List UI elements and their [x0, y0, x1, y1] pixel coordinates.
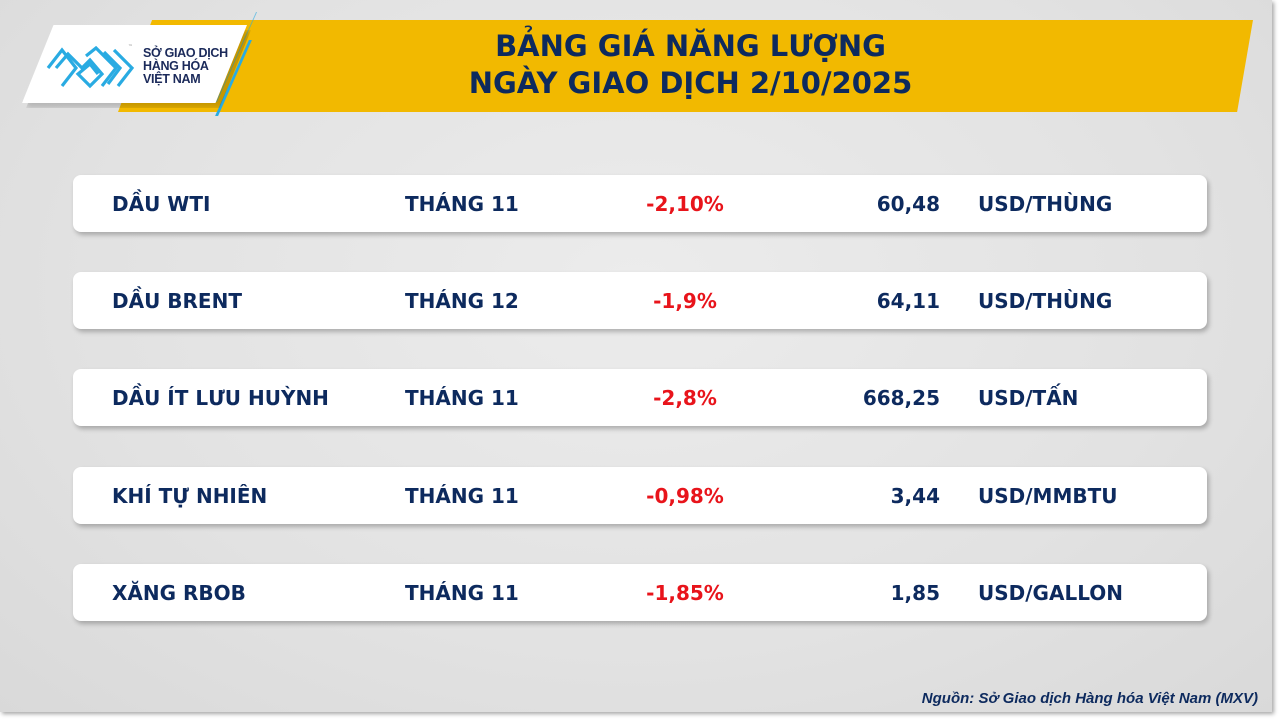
price-value: 1,85	[890, 580, 940, 605]
commodity-name: XĂNG RBOB	[112, 580, 246, 605]
contract-month: THÁNG 11	[405, 483, 519, 508]
percent-change: -1,9%	[653, 289, 717, 314]
commodity-name: KHÍ TỰ NHIÊN	[112, 483, 268, 508]
percent-change: -1,85%	[646, 580, 724, 605]
price-unit: USD/THÙNG	[978, 192, 1113, 216]
contract-month: THÁNG 11	[405, 192, 519, 216]
price-row: KHÍ TỰ NHIÊN THÁNG 11 -0,98% 3,44 USD/MMBTU	[73, 466, 1207, 524]
title-line-2: NGÀY GIAO DỊCH 2/10/2025	[468, 66, 913, 100]
price-value: 60,48	[876, 192, 940, 216]
price-row: XĂNG RBOB THÁNG 11 -1,85% 1,85 USD/GALLON	[73, 563, 1207, 621]
page-title: BẢNG GIÁ NĂNG LƯỢNG NGÀY GIAO DỊCH 2/10/…	[118, 28, 1263, 102]
commodity-name: DẦU ÍT LƯU HUỲNH	[112, 386, 329, 411]
price-row: DẦU WTI THÁNG 11 -2,10% 60,48 USD/THÙNG	[73, 175, 1207, 232]
logo-line: SỞ GIAO DỊCH	[143, 46, 228, 60]
price-row: DẦU ÍT LƯU HUỲNH THÁNG 11 -2,8% 668,25 USD/T…	[73, 369, 1207, 427]
header-banner	[118, 20, 1253, 112]
source-note: Nguồn: Sở Giao dịch Hàng hóa Việt Nam (M…	[921, 690, 1258, 707]
price-value: 64,11	[876, 289, 940, 314]
contract-month: THÁNG 11	[405, 580, 519, 605]
price-unit: USD/MMBTU	[978, 483, 1118, 508]
percent-change: -0,98%	[646, 483, 724, 508]
price-value: 668,25	[862, 386, 940, 411]
mxv-logo-icon	[46, 46, 135, 89]
commodity-name: DẦU BRENT	[112, 289, 242, 314]
trademark: ™	[128, 44, 133, 50]
price-unit: USD/TẤN	[978, 386, 1079, 411]
percent-change: -2,10%	[646, 192, 724, 216]
logo-wordmark: SỞ GIAO DỊCH HÀNG HÓA VIỆT NAM	[143, 47, 228, 86]
contract-month: THÁNG 12	[405, 289, 519, 314]
commodity-name: DẦU WTI	[112, 192, 211, 216]
price-row: DẦU BRENT THÁNG 12 -1,9% 64,11 USD/THÙNG	[73, 272, 1207, 330]
title-line-1: BẢNG GIÁ NĂNG LƯỢNG	[495, 29, 886, 63]
contract-month: THÁNG 11	[405, 386, 519, 411]
percent-change: -2,8%	[653, 386, 717, 411]
logo-line: HÀNG HÓA	[143, 59, 209, 73]
price-value: 3,44	[890, 483, 940, 508]
logo-line: VIỆT NAM	[143, 72, 201, 86]
price-unit: USD/GALLON	[978, 580, 1123, 605]
price-unit: USD/THÙNG	[978, 289, 1113, 314]
